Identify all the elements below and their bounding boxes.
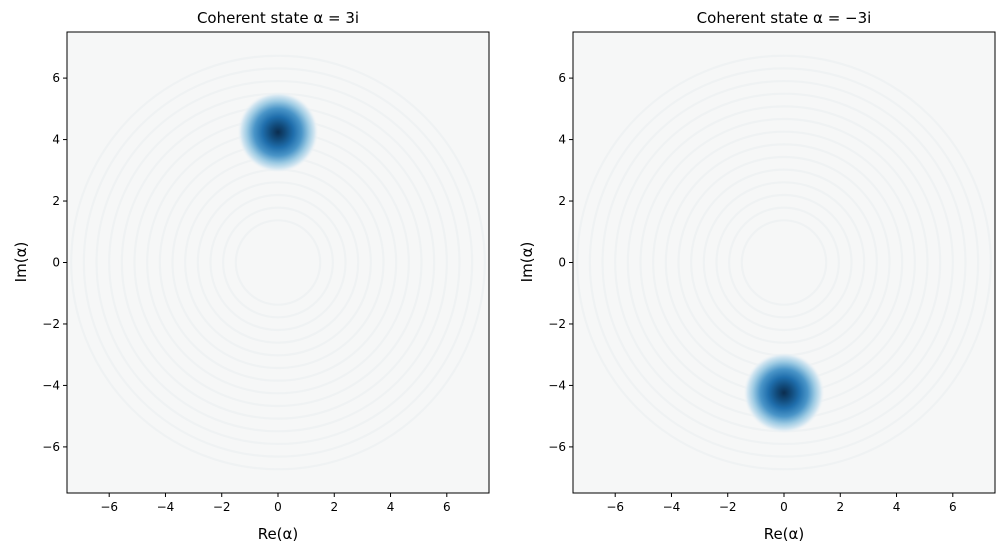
chart-left: Coherent state α = 3i −6 −4 −2 0 2 4 6 −6 −4 −2 0… (12, 9, 490, 543)
x-tick-label: 2 (330, 500, 338, 514)
x-tick-label: 6 (443, 500, 451, 514)
y-tick-label: 0 (558, 256, 566, 270)
y-tick-label: −2 (548, 317, 566, 331)
y-tick-label: −6 (548, 440, 566, 454)
y-tick-label: 0 (52, 256, 60, 270)
chart-title: Coherent state α = −3i (697, 9, 872, 27)
x-axis-label: Re(α) (258, 525, 299, 543)
x-tick-label: 2 (836, 500, 844, 514)
fringe-ring (576, 54, 992, 471)
y-tick-label: 4 (52, 133, 60, 147)
y-tick-label: −6 (42, 440, 60, 454)
x-axis-label: Re(α) (764, 525, 805, 543)
y-tick-label: 6 (558, 71, 566, 85)
fringe-ring (702, 181, 866, 344)
x-tick-label: 4 (387, 500, 395, 514)
y-tick-label: −2 (42, 317, 60, 331)
y-axis-label: Im(α) (518, 242, 536, 283)
fringe-ring (222, 206, 334, 319)
fringe-ring (95, 79, 461, 446)
y-tick-label: 2 (558, 194, 566, 208)
x-tick-label: −6 (606, 500, 624, 514)
x-tick-label: 4 (893, 500, 901, 514)
chart-right: Coherent state α = −3i −6 −4 −2 0 2 4 6 −6 −4 −2… (518, 9, 996, 543)
x-tick-label: −4 (157, 500, 175, 514)
wigner-peak (743, 352, 825, 434)
fringe-ring (728, 206, 840, 319)
x-tick-label: −6 (100, 500, 118, 514)
fringe-ring (82, 67, 474, 458)
y-tick-label: 4 (558, 133, 566, 147)
x-tick-label: −2 (213, 500, 231, 514)
fringe-ring (740, 219, 828, 306)
interference-fringes (70, 54, 486, 471)
x-tick-label: −4 (663, 500, 681, 514)
y-tick-label: 2 (52, 194, 60, 208)
x-tick-label: 0 (274, 500, 282, 514)
y-tick-label: −4 (42, 378, 60, 392)
fringe-ring (715, 193, 853, 332)
y-axis-label: Im(α) (12, 242, 30, 283)
fringe-ring (70, 54, 486, 471)
fringe-ring (196, 181, 360, 344)
chart-title: Coherent state α = 3i (197, 9, 359, 27)
fringe-ring (601, 79, 967, 446)
y-tick-label: 6 (52, 71, 60, 85)
wigner-peak (237, 91, 319, 173)
x-tick-label: −2 (719, 500, 737, 514)
fringe-ring (234, 219, 322, 306)
fringe-ring (209, 193, 347, 332)
y-tick-label: −4 (548, 378, 566, 392)
x-tick-label: 0 (780, 500, 788, 514)
x-tick-label: 6 (949, 500, 957, 514)
fringe-ring (588, 67, 980, 458)
